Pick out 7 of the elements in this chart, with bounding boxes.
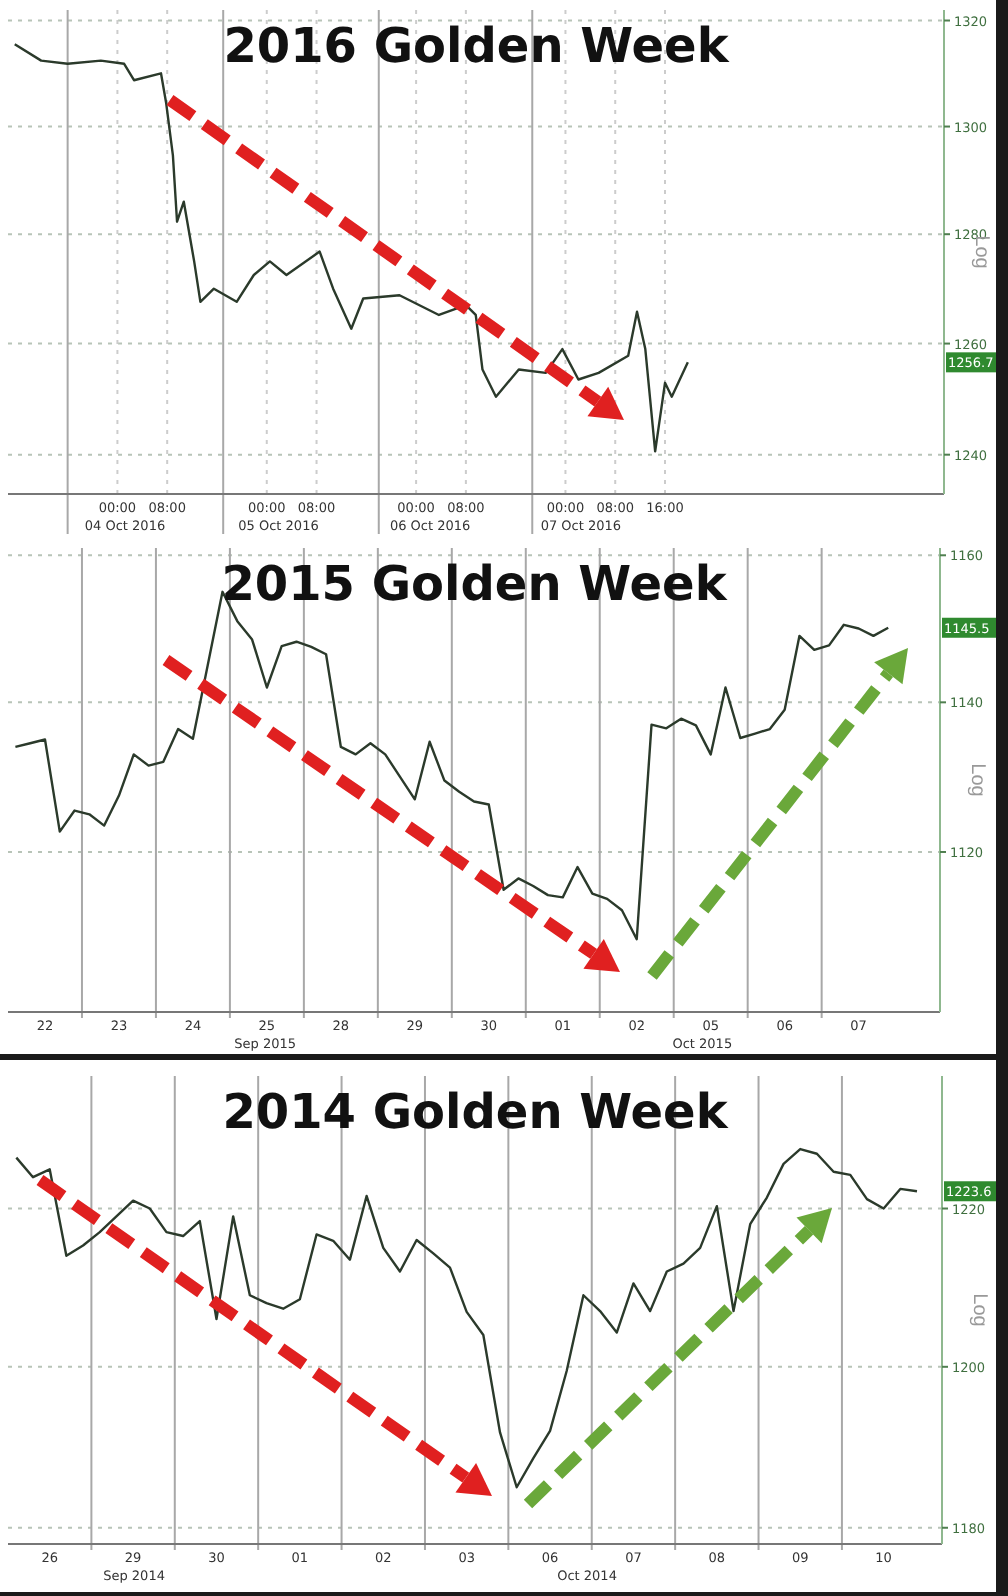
chart-title: 2014 Golden Week: [222, 1084, 730, 1140]
line-series: [15, 1147, 919, 1489]
y-axis-title: Log: [970, 235, 992, 269]
y-axis-title: Log: [966, 763, 988, 797]
y-axis-title: Log: [968, 1293, 990, 1327]
chart-title: 2015 Golden Week: [221, 556, 729, 612]
chart-title: 2016 Golden Week: [223, 18, 731, 74]
